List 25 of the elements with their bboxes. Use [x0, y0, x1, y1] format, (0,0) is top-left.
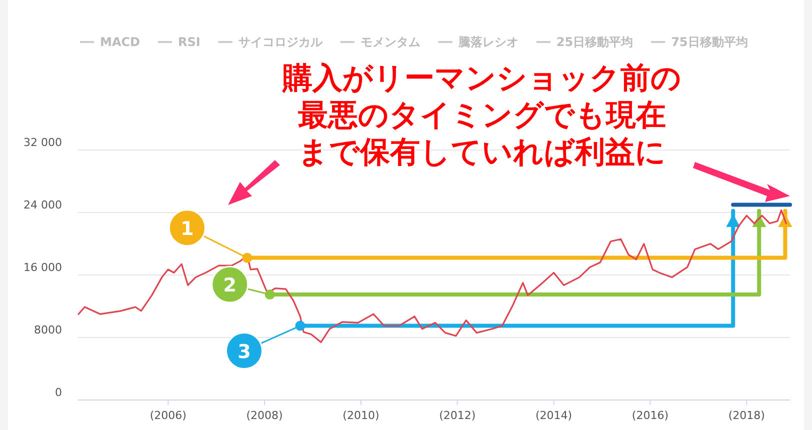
legend-label: 25日移動平均 — [556, 35, 634, 49]
x-tick-label: (2016) — [632, 409, 668, 422]
legend-label: モメンタム — [360, 35, 420, 49]
y-tick-label: 8000 — [34, 324, 62, 336]
x-tick-label: (2010) — [342, 409, 380, 422]
x-tick-label: (2014) — [536, 409, 572, 422]
annotation: 2 — [223, 274, 236, 297]
annotation: 3 — [238, 340, 251, 363]
x-tick-label: (2008) — [246, 409, 283, 422]
x-tick-label: (2006) — [150, 409, 186, 422]
x-tick-label: (2018) — [728, 409, 765, 422]
y-tick-label: 24 000 — [24, 198, 62, 212]
legend-label: RSI — [178, 35, 200, 49]
y-tick-label: 32 000 — [24, 136, 62, 149]
y-tick-label: 16 000 — [24, 261, 62, 274]
y-tick-label: 0 — [55, 386, 62, 399]
legend-label: サイコロジカル — [238, 35, 324, 49]
text: 購入がリーマンショック前の — [282, 61, 682, 96]
x-tick-label: (2012) — [439, 409, 476, 422]
legend-label: MACD — [100, 35, 140, 49]
legend-label: 騰落レシオ — [457, 35, 518, 49]
annotation: まで保有していれば利益に — [298, 135, 666, 170]
annotation: 1 — [180, 218, 194, 240]
legend-label: 75日移動平均 — [671, 35, 748, 49]
text: 最悪のタイミングでも現在 — [298, 98, 666, 133]
